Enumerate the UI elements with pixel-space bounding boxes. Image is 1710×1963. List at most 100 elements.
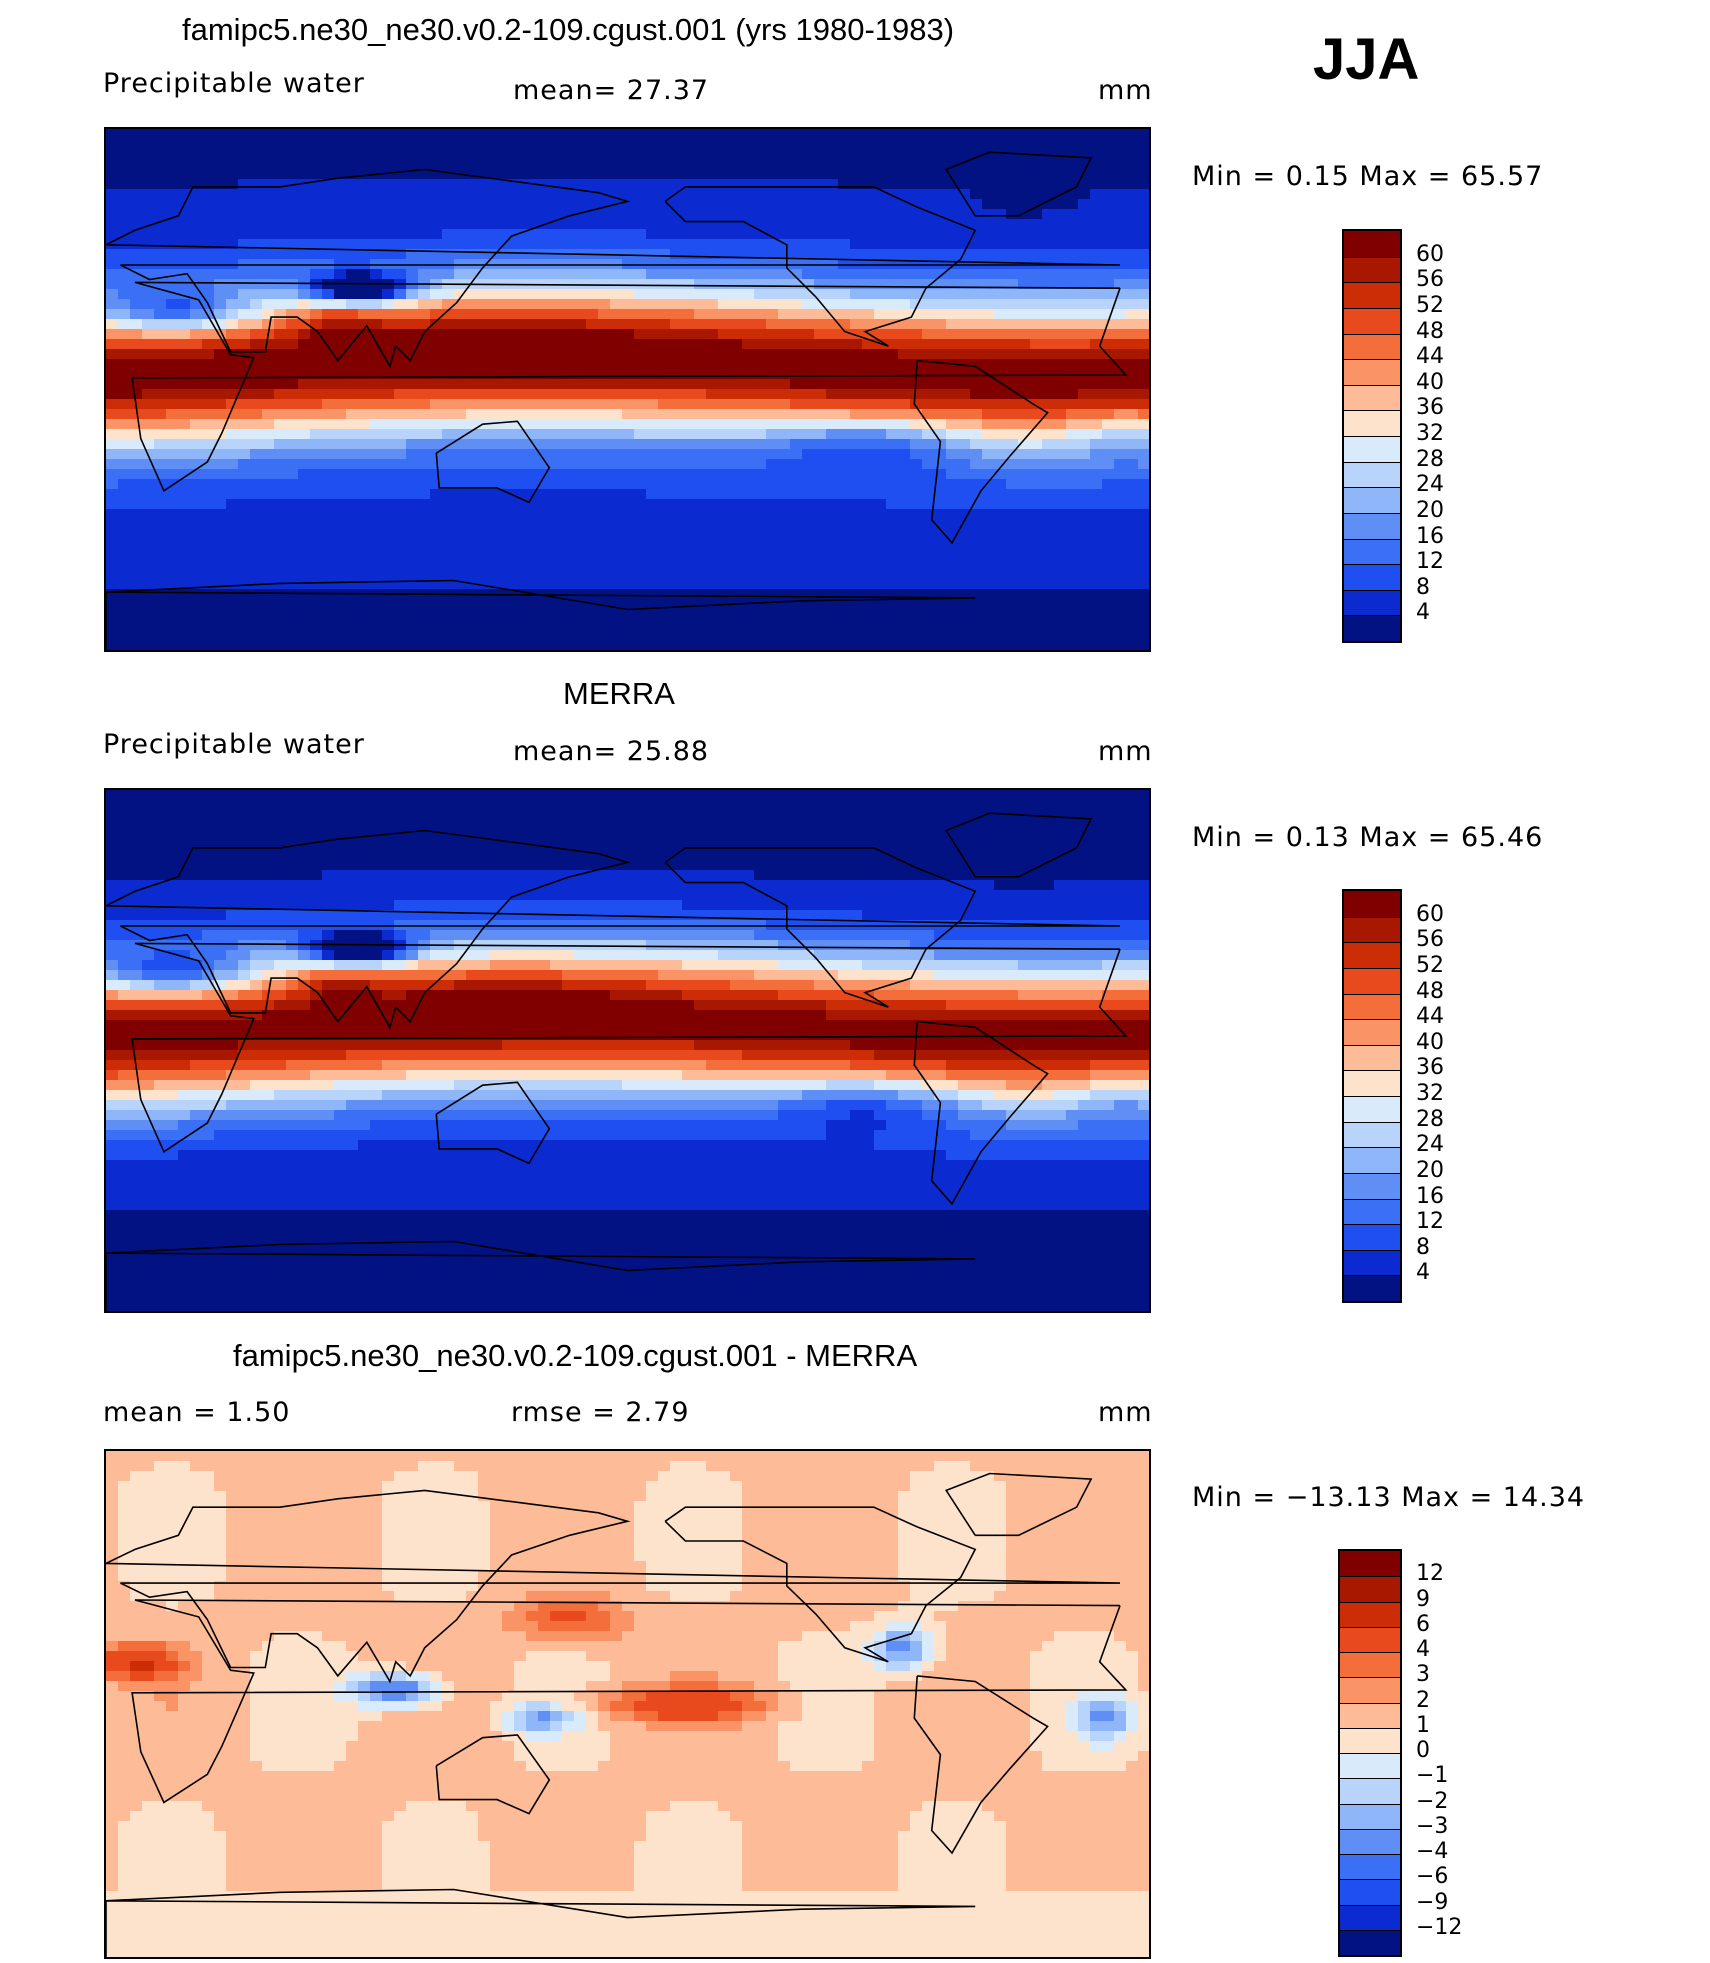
colorbar-tick-label: −9 xyxy=(1416,1889,1449,1915)
panel-3-title: famipc5.ne30_ne30.v0.2-109.cgust.001 - M… xyxy=(233,1338,918,1373)
colorbar-tick-label: −2 xyxy=(1416,1788,1449,1814)
colorbar-swatch xyxy=(1344,461,1400,488)
panel-1-units-label: mm xyxy=(1098,75,1153,106)
coastline xyxy=(435,1734,551,1815)
panel-1-map xyxy=(104,127,1151,652)
coastline xyxy=(913,1020,1049,1206)
colorbar-tick-label: −1 xyxy=(1416,1763,1449,1789)
colorbar-swatch xyxy=(1344,1224,1400,1250)
colorbar-swatch xyxy=(1344,993,1400,1020)
colorbar-swatch xyxy=(1344,256,1400,283)
colorbar-tick-label: 0 xyxy=(1416,1738,1430,1763)
colorbar-tick-label: −4 xyxy=(1416,1839,1449,1864)
panel-3-colorbar xyxy=(1338,1549,1402,1957)
coastline xyxy=(106,1240,976,1311)
colorbar-tick-label: 12 xyxy=(1416,549,1444,575)
colorbar-swatch xyxy=(1344,916,1400,943)
panel-1-minmax-label: Min = 0.15 Max = 65.57 xyxy=(1192,161,1544,192)
panel-1-title: famipc5.ne30_ne30.v0.2-109.cgust.001 (yr… xyxy=(182,12,955,47)
colorbar-swatch xyxy=(1340,1652,1400,1678)
colorbar-tick-label: 4 xyxy=(1416,600,1430,626)
colorbar-tick-label: 16 xyxy=(1416,1183,1444,1209)
colorbar-swatch xyxy=(1344,359,1400,385)
coastline xyxy=(131,1599,1128,1804)
coastline xyxy=(664,847,977,1008)
colorbar-swatch xyxy=(1340,1803,1400,1829)
panel-3-rmse-label: rmse = 2.79 xyxy=(511,1397,690,1428)
panel-3-mean-label: mean = 1.50 xyxy=(103,1397,291,1428)
colorbar-swatch xyxy=(1340,1677,1400,1703)
colorbar-swatch xyxy=(1344,1198,1400,1225)
panel-3-map xyxy=(104,1449,1151,1959)
colorbar-swatch xyxy=(1344,436,1400,462)
colorbar-swatch xyxy=(1344,1147,1400,1173)
colorbar-swatch xyxy=(1344,1249,1400,1276)
season-label: JJA xyxy=(1313,27,1420,92)
colorbar-tick-label: 24 xyxy=(1416,472,1444,498)
colorbar-swatch xyxy=(1340,1904,1400,1930)
colorbar-tick-label: 36 xyxy=(1416,395,1444,421)
colorbar-swatch xyxy=(1344,1275,1400,1301)
colorbar-swatch xyxy=(1340,1576,1400,1602)
panel-1-colorbar xyxy=(1342,229,1402,643)
coastline xyxy=(106,1888,976,1957)
colorbar-swatch xyxy=(1344,282,1400,308)
colorbar-swatch xyxy=(1344,891,1400,917)
colorbar-tick-label: 52 xyxy=(1416,952,1444,978)
colorbar-swatch xyxy=(1344,231,1400,257)
coastline xyxy=(106,1489,1121,1684)
coastline xyxy=(106,829,1121,1030)
colorbar-tick-label: 6 xyxy=(1416,1611,1430,1637)
colorbar-swatch xyxy=(1340,1727,1400,1753)
colorbar-tick-label: 32 xyxy=(1416,421,1444,446)
colorbar-tick-label: 48 xyxy=(1416,978,1444,1004)
colorbar-swatch xyxy=(1344,589,1400,616)
coastline xyxy=(435,1081,551,1165)
coastline xyxy=(131,281,1128,492)
colorbar-swatch xyxy=(1340,1828,1400,1854)
panel-2-mean-label: mean= 25.88 xyxy=(513,736,710,767)
panel-2-map xyxy=(104,788,1151,1313)
colorbar-tick-label: 48 xyxy=(1416,318,1444,344)
colorbar-swatch xyxy=(1340,1929,1400,1955)
colorbar-swatch xyxy=(1344,967,1400,994)
colorbar-swatch xyxy=(1344,512,1400,539)
colorbar-swatch xyxy=(1340,1753,1400,1779)
colorbar-tick-label: 20 xyxy=(1416,1157,1444,1183)
colorbar-tick-label: 40 xyxy=(1416,369,1444,395)
coastline xyxy=(664,186,977,347)
panel-2-units-label: mm xyxy=(1098,736,1153,767)
colorbar-tick-label: 44 xyxy=(1416,1004,1444,1030)
colorbar-swatch xyxy=(1344,942,1400,968)
colorbar-tick-label: 60 xyxy=(1416,901,1444,927)
colorbar-tick-label: 12 xyxy=(1416,1561,1444,1587)
colorbar-tick-label: 20 xyxy=(1416,497,1444,523)
colorbar-swatch xyxy=(1344,1121,1400,1148)
colorbar-tick-label: −6 xyxy=(1416,1864,1449,1890)
colorbar-tick-label: 3 xyxy=(1416,1662,1430,1688)
colorbar-tick-label: 16 xyxy=(1416,523,1444,549)
colorbar-tick-label: 4 xyxy=(1416,1260,1430,1286)
colorbar-tick-label: 1 xyxy=(1416,1712,1430,1738)
coastline xyxy=(944,1472,1093,1537)
coastline xyxy=(131,942,1128,1153)
colorbar-swatch xyxy=(1340,1601,1400,1627)
colorbar-tick-label: 28 xyxy=(1416,1106,1444,1132)
colorbar-swatch xyxy=(1344,1044,1400,1071)
colorbar-swatch xyxy=(1344,410,1400,436)
colorbar-swatch xyxy=(1344,1172,1400,1199)
colorbar-swatch xyxy=(1344,487,1400,513)
coastline xyxy=(913,1675,1049,1855)
coastline xyxy=(106,168,1121,369)
colorbar-swatch xyxy=(1340,1879,1400,1905)
colorbar-swatch xyxy=(1340,1778,1400,1804)
colorbar-swatch xyxy=(1344,307,1400,334)
map-field xyxy=(106,790,1149,1311)
colorbar-tick-label: 40 xyxy=(1416,1029,1444,1055)
colorbar-swatch xyxy=(1340,1551,1400,1577)
colorbar-tick-label: 60 xyxy=(1416,241,1444,267)
colorbar-swatch xyxy=(1340,1702,1400,1728)
colorbar-tick-label: 8 xyxy=(1416,1234,1430,1260)
colorbar-swatch xyxy=(1344,384,1400,411)
colorbar-swatch xyxy=(1344,1070,1400,1096)
